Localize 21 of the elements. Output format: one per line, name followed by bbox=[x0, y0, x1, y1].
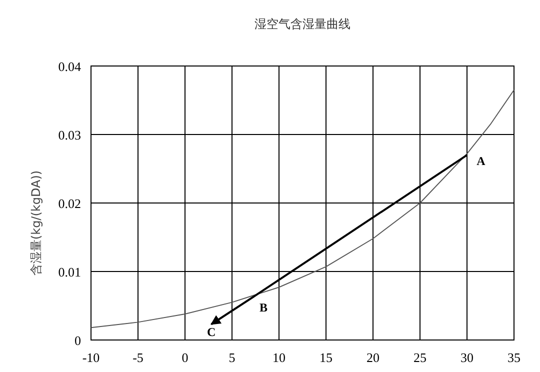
x-tick-label: 15 bbox=[320, 350, 332, 365]
annotation: B bbox=[259, 300, 268, 314]
y-tick-label: 0.01 bbox=[58, 264, 81, 280]
y-tick-label: 0.04 bbox=[58, 59, 82, 74]
x-tick-label: 20 bbox=[366, 350, 380, 365]
y-axis-title: 含湿量(kg/(kgDA)) bbox=[29, 170, 43, 276]
x-tick-label: -5 bbox=[132, 350, 144, 365]
annotation: A bbox=[476, 154, 486, 168]
y-tick-label: 0.02 bbox=[58, 196, 81, 211]
y-tick-label: 0.03 bbox=[58, 128, 81, 142]
x-tick-label: 35 bbox=[508, 350, 520, 365]
x-tick-label: 30 bbox=[460, 350, 474, 365]
y-tick-label: 0 bbox=[74, 333, 81, 348]
x-tick-label: 0 bbox=[182, 350, 188, 365]
x-tick-label: 5 bbox=[228, 350, 236, 365]
chart-title: 湿空气含湿量曲线 bbox=[254, 17, 350, 31]
annotation: C bbox=[206, 325, 216, 340]
x-tick-label: 25 bbox=[414, 350, 426, 365]
line-series bbox=[90, 89, 514, 328]
x-tick-label: 10 bbox=[272, 350, 286, 365]
x-tick-label: -10 bbox=[82, 350, 100, 365]
